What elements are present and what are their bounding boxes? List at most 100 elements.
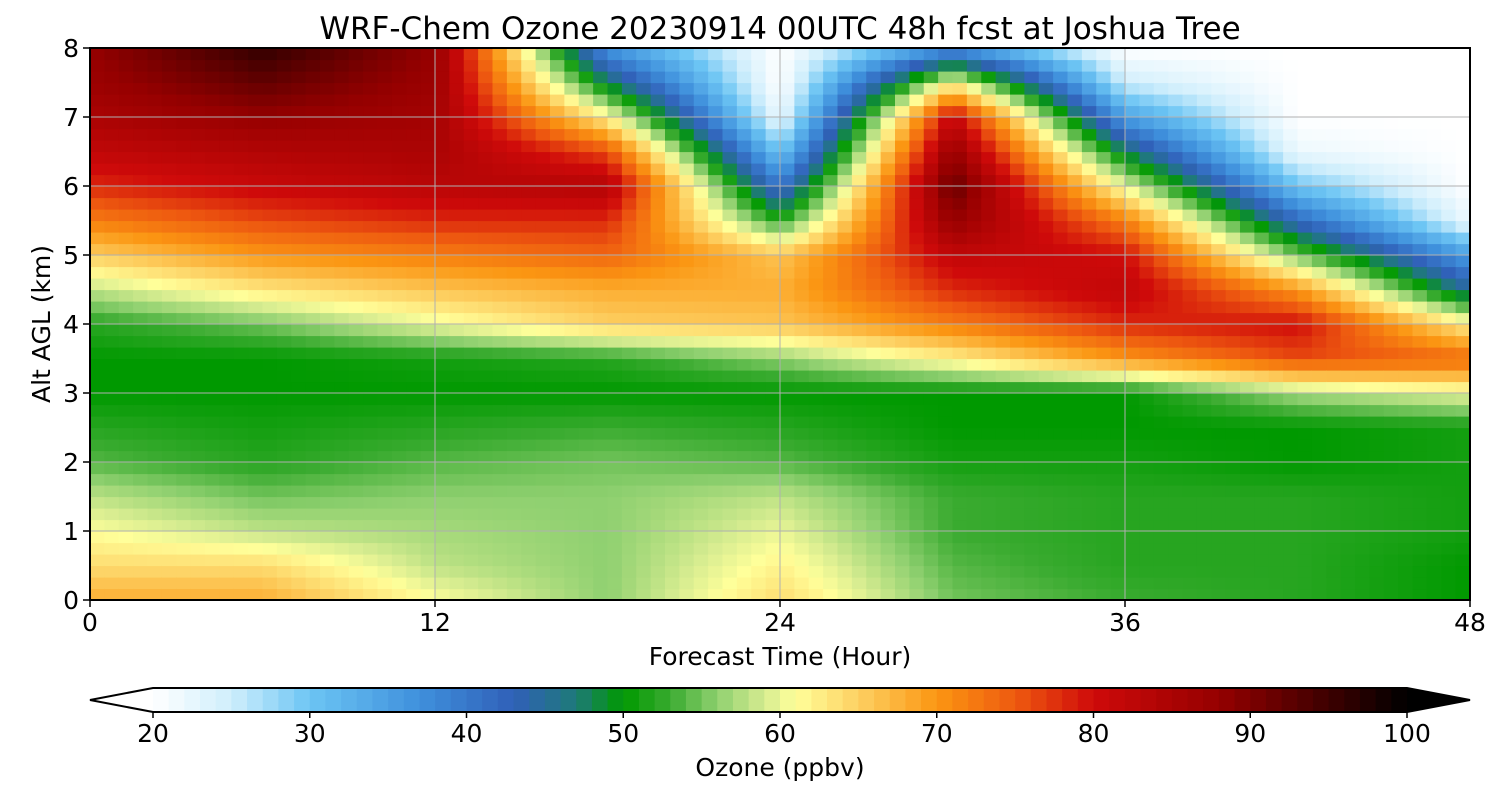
heatmap-cell (693, 358, 709, 371)
heatmap-cell (449, 358, 465, 371)
heatmap-cell (1110, 370, 1126, 383)
heatmap-cell (233, 278, 249, 291)
heatmap-cell (837, 71, 853, 84)
heatmap-cell (161, 427, 177, 440)
heatmap-cell (233, 220, 249, 233)
heatmap-cell (1067, 439, 1083, 452)
heatmap-cell (133, 565, 149, 578)
heatmap-cell (334, 105, 350, 118)
heatmap-cell (679, 393, 695, 406)
heatmap-cell (478, 232, 494, 245)
heatmap-cell (895, 416, 910, 429)
heatmap-cell (938, 71, 954, 84)
heatmap-cell (435, 588, 450, 601)
heatmap-cell (823, 232, 839, 245)
heatmap-cell (593, 496, 609, 509)
heatmap-cell (1211, 542, 1227, 555)
heatmap-cell (377, 358, 393, 371)
heatmap-cell (1297, 485, 1313, 498)
heatmap-cell (1398, 289, 1414, 302)
heatmap-cell (506, 473, 522, 486)
heatmap-cell (1024, 174, 1040, 187)
heatmap-cell (492, 450, 508, 463)
heatmap-cell (1053, 335, 1069, 348)
heatmap-cell (1110, 393, 1126, 406)
heatmap-cell (1096, 416, 1112, 429)
heatmap-cell (837, 496, 853, 509)
heatmap-cell (909, 577, 925, 590)
heatmap-cell (104, 531, 120, 544)
heatmap-cell (190, 404, 206, 417)
heatmap-cell (1125, 496, 1140, 509)
heatmap-cell (104, 381, 120, 394)
heatmap-cell (463, 439, 479, 452)
heatmap-cell (1125, 232, 1140, 245)
heatmap-cell (1211, 577, 1227, 590)
heatmap-cell (794, 450, 810, 463)
heatmap-cell (1053, 427, 1069, 440)
heatmap-cell (478, 301, 494, 314)
heatmap-cell (334, 519, 350, 532)
heatmap-cell (981, 59, 997, 72)
heatmap-cell (506, 94, 522, 107)
heatmap-cell (607, 197, 623, 210)
heatmap-cell (118, 542, 134, 555)
heatmap-cell (348, 416, 364, 429)
heatmap-cell (1311, 577, 1327, 590)
heatmap-cell (1024, 289, 1040, 302)
heatmap-cell (1225, 554, 1241, 567)
heatmap-cell (1254, 335, 1270, 348)
heatmap-cell (966, 381, 982, 394)
heatmap-cell (1398, 450, 1414, 463)
heatmap-cell (1081, 243, 1097, 256)
heatmap-cell (1038, 485, 1054, 498)
heatmap-cell (506, 232, 522, 245)
heatmap-cell (118, 531, 134, 544)
heatmap-cell (751, 485, 767, 498)
heatmap-cell (176, 531, 192, 544)
heatmap-cell (1096, 531, 1112, 544)
colorbar-segment (999, 688, 1016, 712)
heatmap-cell (650, 163, 666, 176)
heatmap-cell (1412, 370, 1428, 383)
heatmap-cell (823, 416, 839, 429)
heatmap-cell (1326, 174, 1342, 187)
heatmap-cell (765, 48, 781, 61)
heatmap-cell (1355, 82, 1370, 95)
heatmap-cell (578, 94, 594, 107)
heatmap-cell (593, 151, 609, 164)
heatmap-cell (722, 416, 738, 429)
heatmap-cell (205, 48, 220, 61)
heatmap-cell (90, 393, 105, 406)
heatmap-cell (981, 94, 997, 107)
heatmap-cell (693, 577, 709, 590)
heatmap-cell (765, 289, 781, 302)
heatmap-cell (1053, 554, 1069, 567)
heatmap-cell (205, 542, 220, 555)
colorbar-segment (654, 688, 671, 712)
heatmap-cell (1412, 450, 1428, 463)
heatmap-cell (1240, 335, 1255, 348)
heatmap-cell (1168, 289, 1184, 302)
heatmap-cell (751, 473, 767, 486)
heatmap-cell (176, 209, 192, 222)
heatmap-cell (593, 312, 609, 325)
heatmap-cell (320, 347, 335, 360)
heatmap-cell (765, 542, 781, 555)
heatmap-cell (794, 565, 810, 578)
heatmap-cell (938, 450, 954, 463)
heatmap-cell (621, 243, 637, 256)
heatmap-cell (276, 588, 292, 601)
heatmap-cell (938, 473, 954, 486)
heatmap-cell (1125, 370, 1140, 383)
heatmap-cell (1096, 82, 1112, 95)
heatmap-cell (1125, 358, 1140, 371)
heatmap-cell (176, 347, 192, 360)
heatmap-cell (205, 278, 220, 291)
heatmap-cell (1268, 94, 1284, 107)
heatmap-cell (478, 324, 494, 337)
heatmap-cell (995, 140, 1011, 153)
heatmap-cell (1182, 370, 1198, 383)
heatmap-cell (1010, 209, 1025, 222)
heatmap-cell (449, 220, 465, 233)
